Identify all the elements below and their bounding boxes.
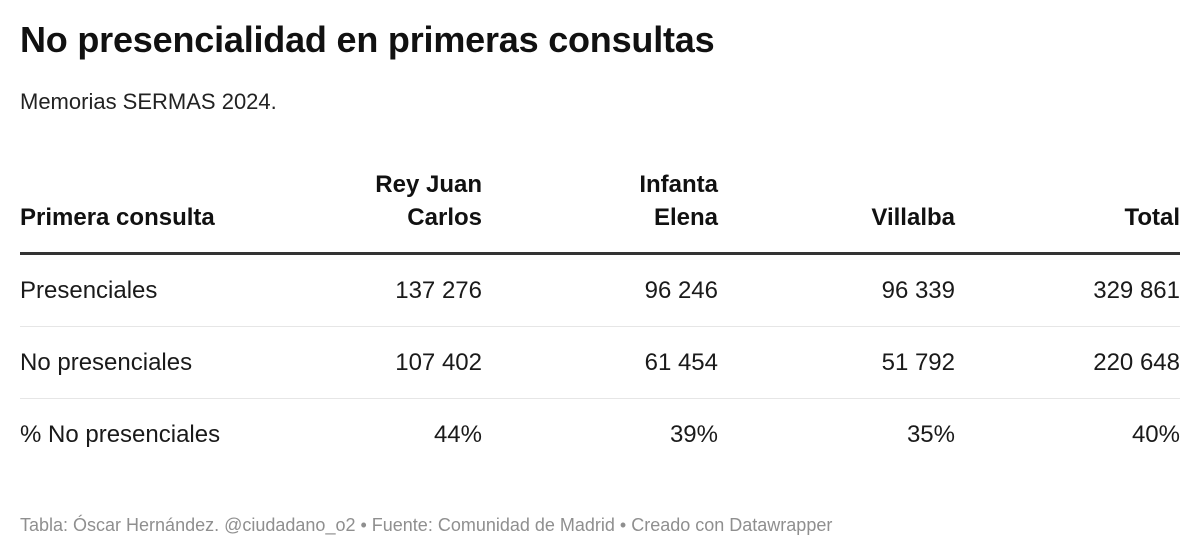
column-header-primera-consulta[interactable]: Primera consulta — [20, 168, 260, 255]
table-cell: 40% — [1131, 420, 1180, 448]
table-cell: 96 246 — [482, 253, 718, 327]
table-cell: 329 861 — [955, 253, 1180, 327]
data-table: Primera consulta Rey Juan Carlos Infanta… — [20, 168, 1180, 470]
row-label: Presenciales — [20, 253, 260, 327]
table-cell: 61 454 — [482, 326, 718, 399]
table-row: No presenciales 107 402 61 454 51 792 22… — [20, 326, 1180, 399]
table-header-row: Primera consulta Rey Juan Carlos Infanta… — [20, 168, 1180, 255]
table-row: % No presenciales 44% 39% 35% 40% — [20, 399, 1180, 471]
table-cell: 107 402 — [260, 326, 482, 399]
column-header-label: Total — [1124, 204, 1180, 231]
table-row: Presenciales 137 276 96 246 96 339 329 8… — [20, 253, 1180, 327]
column-header-label: Villalba — [871, 204, 955, 231]
table-cell: 220 648 — [955, 326, 1180, 399]
chart-title: No presencialidad en primeras consultas — [20, 19, 715, 60]
column-header-label: Primera consulta — [20, 204, 215, 231]
table-cell: 35% — [906, 420, 955, 448]
column-header-villalba[interactable]: Villalba — [718, 168, 955, 255]
row-label: No presenciales — [20, 326, 260, 399]
column-header-total[interactable]: Total — [955, 168, 1180, 255]
column-header-label: Infanta Elena — [639, 171, 718, 231]
table-cell: 137 276 — [260, 253, 482, 327]
table-cell: 96 339 — [718, 253, 955, 327]
column-header-infanta-elena[interactable]: Infanta Elena — [482, 168, 718, 255]
source-footer: Tabla: Óscar Hernández. @ciudadano_o2 • … — [20, 515, 833, 535]
column-header-label: Rey Juan Carlos — [375, 171, 482, 231]
table-cell: 51 792 — [718, 326, 955, 399]
column-header-rey-juan-carlos[interactable]: Rey Juan Carlos — [260, 168, 482, 255]
table-cell: 44% — [433, 420, 482, 448]
row-label: % No presenciales — [20, 420, 221, 448]
table-cell: 39% — [669, 420, 718, 448]
chart-subtitle: Memorias SERMAS 2024. — [20, 89, 277, 114]
